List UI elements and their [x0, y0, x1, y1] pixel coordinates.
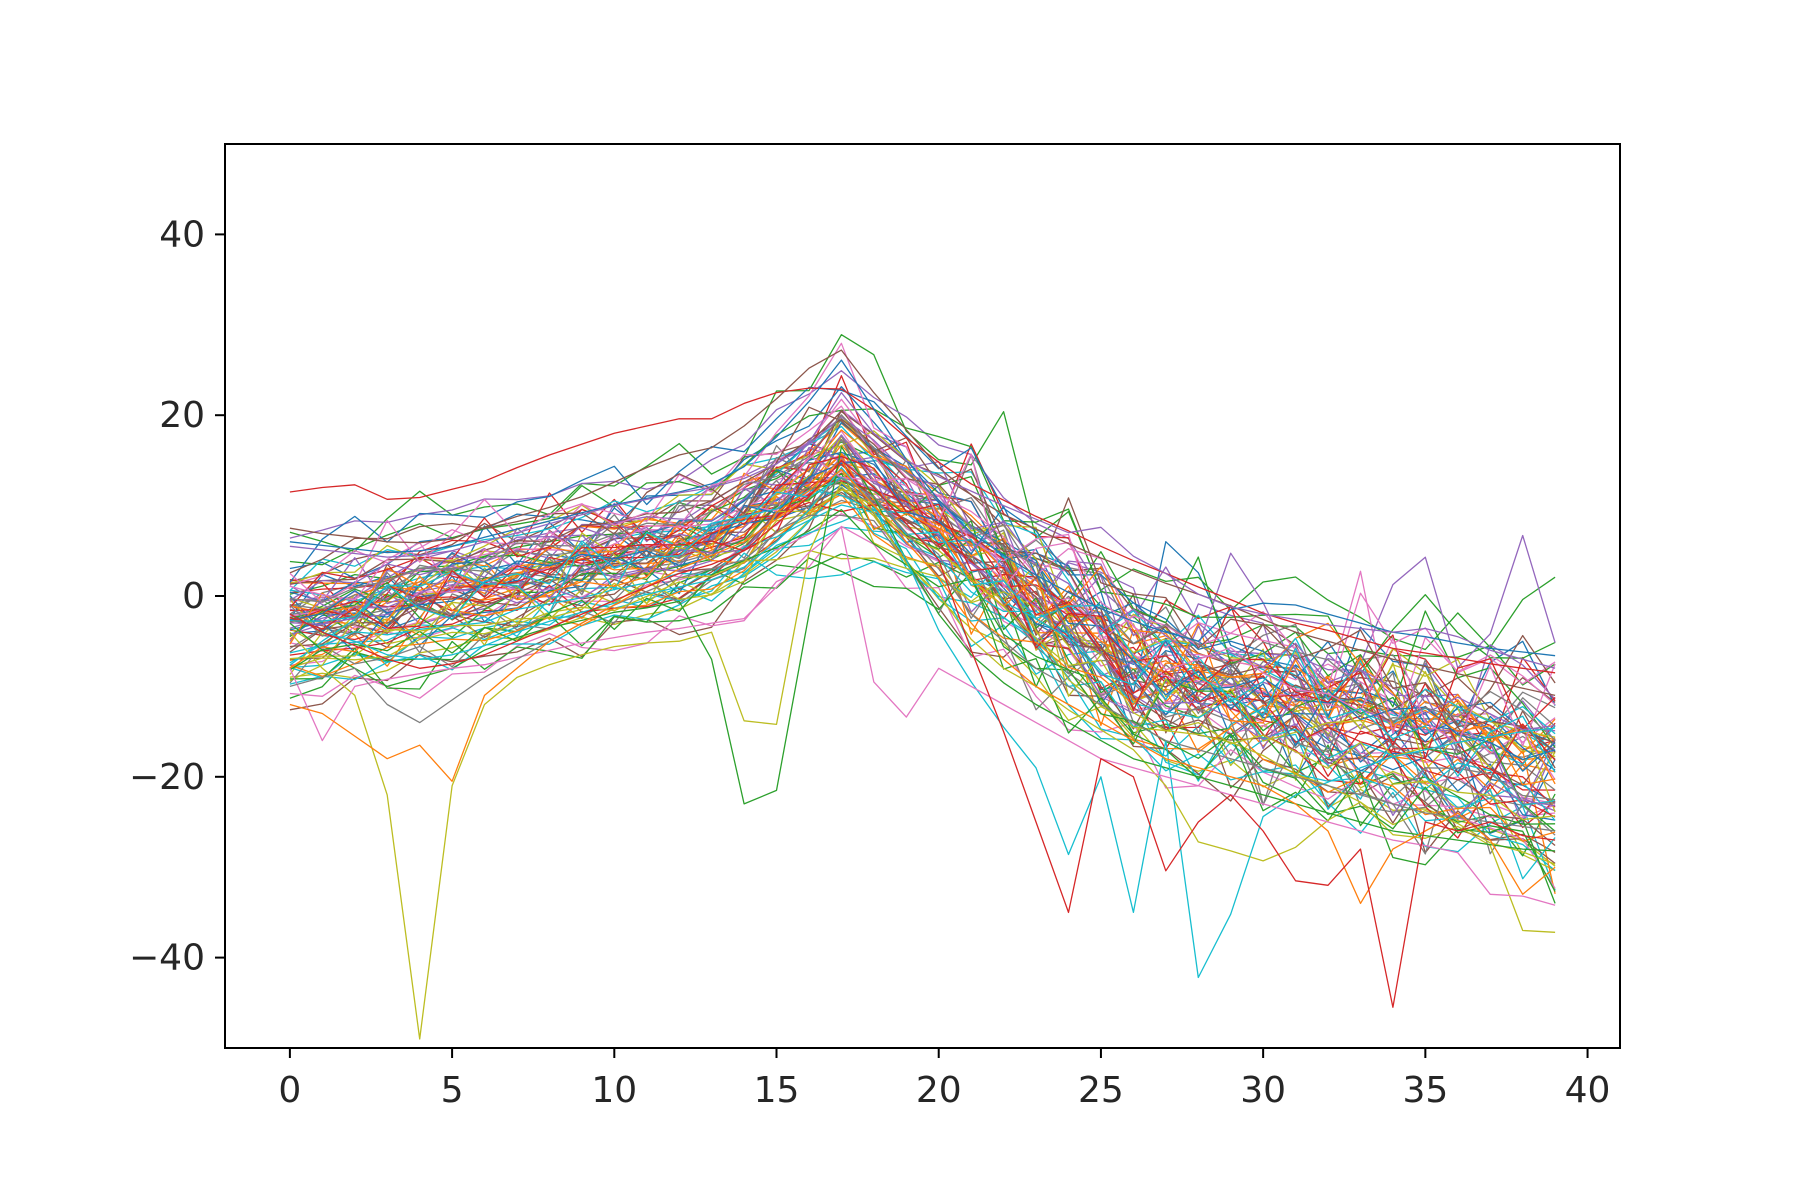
series-line-2: [289, 349, 1556, 697]
y-axis: −40 −20 0 20 40: [129, 214, 225, 979]
series-line-5: [289, 466, 1556, 979]
x-tick-label: 20: [916, 1070, 962, 1111]
series-line-bg: [289, 458, 1556, 786]
series-line-bg: [289, 454, 1556, 735]
series-line-bg: [289, 477, 1556, 777]
series-line-bg: [289, 435, 1556, 782]
series-line-3: [289, 481, 1556, 1040]
series-line-bg: [289, 406, 1556, 726]
series-line-4: [289, 446, 1556, 852]
x-tick-label: 5: [441, 1070, 464, 1111]
series-line-1: [289, 387, 1556, 674]
y-tick-label: −20: [129, 757, 205, 798]
series-line-bg: [289, 414, 1556, 741]
series-line-bg: [289, 460, 1556, 761]
x-tick-label: 30: [1240, 1070, 1286, 1111]
x-tick-label: 15: [754, 1070, 800, 1111]
series-line-bg: [289, 334, 1556, 651]
series-line-bg: [289, 405, 1556, 701]
x-tick-label: 35: [1402, 1070, 1448, 1111]
series-line-11: [289, 459, 1556, 1008]
x-tick-label: 0: [278, 1070, 301, 1111]
y-tick-label: 40: [159, 214, 205, 255]
series-line-bg: [289, 434, 1556, 817]
series-line-bg: [289, 418, 1556, 753]
series-line-bg: [289, 342, 1556, 747]
series-line-bg: [289, 486, 1556, 806]
series-line-bg: [289, 415, 1556, 813]
x-axis: 0 5 10 15 20 25 30 35 40: [278, 1048, 1610, 1111]
series-line-bg: [289, 486, 1556, 867]
series-line-bg: [289, 557, 1556, 904]
y-tick-label: 20: [159, 395, 205, 436]
series-line-bg: [289, 509, 1556, 892]
axes-frame: [224, 143, 1621, 1049]
series-line-bg: [289, 466, 1556, 807]
y-tick-label: −40: [129, 938, 205, 979]
series-line-bg: [289, 488, 1556, 821]
series-line-bg: [289, 549, 1556, 865]
series-line-bg: [289, 513, 1556, 817]
series-line-bg: [289, 386, 1556, 772]
x-tick-label: 10: [591, 1070, 637, 1111]
series-line-9: [289, 477, 1556, 832]
series-line-bg: [289, 501, 1556, 818]
series-line-bg: [289, 434, 1556, 754]
y-tick-label: 0: [182, 576, 205, 617]
x-tick-label: 25: [1078, 1070, 1124, 1111]
series-line-bg: [289, 484, 1556, 744]
series-line-bg: [289, 370, 1556, 742]
series-line-7: [289, 391, 1556, 669]
series-layer: [289, 334, 1556, 1040]
series-line-6: [289, 359, 1556, 657]
series-line-bg: [289, 489, 1556, 735]
series-line-8: [289, 526, 1556, 906]
series-line-bg: [289, 455, 1556, 760]
series-line-bg: [289, 491, 1556, 864]
x-tick-label: 40: [1565, 1070, 1611, 1111]
